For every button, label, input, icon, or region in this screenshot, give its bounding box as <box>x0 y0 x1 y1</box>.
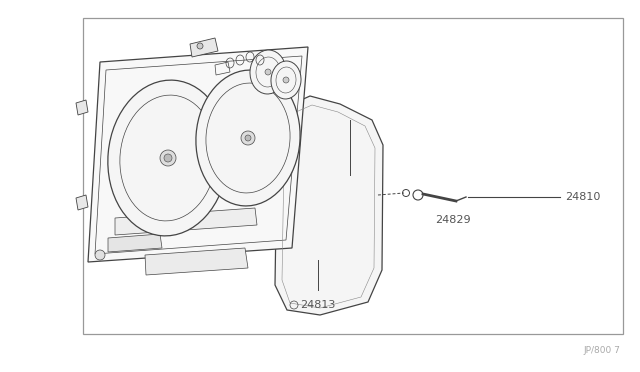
Polygon shape <box>108 234 162 252</box>
Circle shape <box>95 250 105 260</box>
Ellipse shape <box>271 61 301 99</box>
Bar <box>83 18 623 334</box>
Circle shape <box>197 43 203 49</box>
Circle shape <box>160 150 176 166</box>
Ellipse shape <box>108 80 228 236</box>
Circle shape <box>283 77 289 83</box>
Polygon shape <box>76 100 88 115</box>
Circle shape <box>241 131 255 145</box>
Ellipse shape <box>196 70 300 206</box>
Text: JP/800 7: JP/800 7 <box>583 346 620 355</box>
Circle shape <box>265 69 271 75</box>
Text: 24810: 24810 <box>565 192 600 202</box>
Circle shape <box>164 154 172 162</box>
Circle shape <box>245 135 251 141</box>
Polygon shape <box>115 208 257 235</box>
Polygon shape <box>145 248 248 275</box>
Polygon shape <box>190 38 218 57</box>
Text: 24829: 24829 <box>435 215 470 225</box>
Ellipse shape <box>250 50 286 94</box>
Polygon shape <box>275 96 383 315</box>
Text: 24813: 24813 <box>300 300 335 310</box>
Polygon shape <box>76 195 88 210</box>
Polygon shape <box>88 47 308 262</box>
